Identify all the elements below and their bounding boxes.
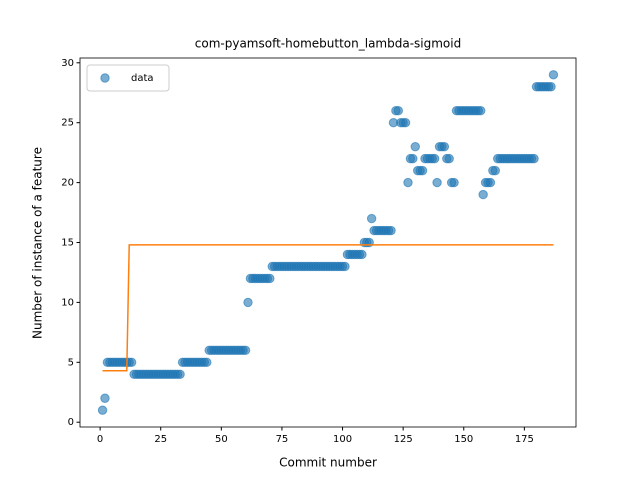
y-tick-label: 5: [68, 357, 74, 368]
data-point: [357, 249, 367, 260]
x-tick-label: 25: [154, 434, 167, 445]
data-point: [449, 177, 459, 188]
data-point: [403, 177, 413, 188]
y-tick-label: 10: [61, 297, 74, 308]
chart-title: com-pyamsoft-homebutton_lambda-sigmoid: [195, 37, 461, 51]
x-tick-label: 0: [97, 434, 103, 445]
legend-box: [86, 64, 170, 92]
data-point: [432, 177, 442, 188]
data-point: [478, 189, 488, 200]
data-point: [265, 273, 275, 284]
data-point: [100, 393, 110, 403]
x-tick-label: 75: [276, 434, 289, 445]
data-point: [126, 357, 137, 368]
data-point: [400, 117, 411, 128]
legend-label: data: [131, 73, 154, 84]
y-tick-label: 20: [61, 178, 74, 189]
x-axis-label: Commit number: [279, 456, 377, 470]
data-point: [546, 82, 556, 92]
data-point: [485, 177, 496, 188]
y-tick-label: 30: [61, 58, 74, 69]
y-tick-label: 15: [61, 238, 74, 249]
x-tick-label: 150: [454, 434, 473, 445]
data-point: [175, 369, 185, 379]
axes-frame: [79, 57, 577, 428]
data-point: [408, 153, 418, 164]
data-point: [410, 141, 420, 152]
x-tick-label: 125: [394, 434, 413, 445]
data-point: [490, 165, 500, 176]
x-tick-label: 50: [215, 434, 228, 445]
data-point: [548, 70, 559, 80]
data-point: [417, 165, 428, 176]
y-tick-label: 25: [61, 118, 74, 129]
data-point: [202, 357, 212, 368]
x-tick-label: 100: [333, 434, 352, 445]
legend-marker: [100, 73, 110, 83]
data-point: [386, 225, 396, 236]
data-point: [444, 153, 454, 164]
data-point: [393, 106, 404, 116]
data-point: [476, 106, 486, 116]
data-point: [429, 153, 440, 164]
x-tick-label: 175: [515, 434, 534, 445]
data-point: [243, 297, 253, 308]
fit-line: [102, 244, 554, 372]
data-point: [439, 141, 450, 152]
data-point: [366, 213, 377, 224]
data-point: [340, 261, 350, 272]
data-point: [529, 153, 539, 164]
y-tick-label: 0: [68, 417, 74, 428]
data-point: [97, 405, 108, 415]
y-axis-label: Number of instance of a feature: [31, 147, 45, 339]
data-point: [240, 345, 251, 356]
